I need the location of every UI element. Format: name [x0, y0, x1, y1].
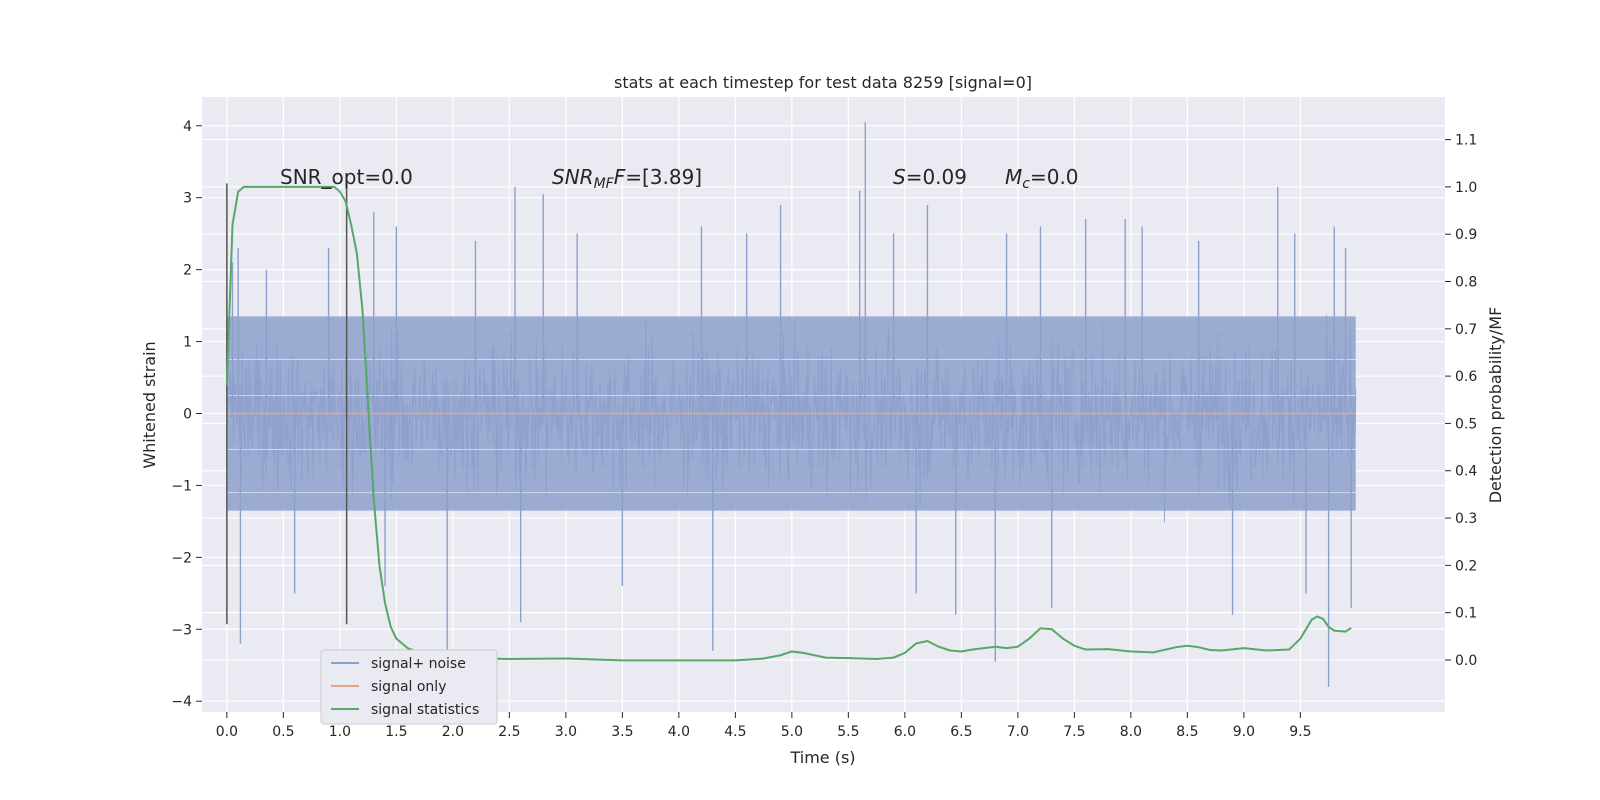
x-tick-label: 6.0	[894, 724, 916, 740]
x-tick-label: 8.5	[1176, 724, 1198, 740]
annotation-snr-mf: SNRMFF=[3.89]	[552, 165, 702, 192]
legend-label-signal-statistics: signal statistics	[371, 702, 479, 718]
x-tick-label: 2.5	[498, 724, 520, 740]
chart-title: stats at each timestep for test data 825…	[614, 73, 1032, 92]
y-tick-label: −4	[171, 694, 192, 710]
y-tick-label: 0	[183, 406, 192, 422]
legend-box	[320, 649, 498, 725]
x-tick-label: 9.5	[1289, 724, 1311, 740]
y-tick-label: −2	[171, 550, 192, 566]
x-tick-label: 7.0	[1007, 724, 1029, 740]
x-tick-label: 3.5	[611, 724, 633, 740]
y2-tick-label: 0.0	[1455, 653, 1477, 669]
y2-tick-label: 0.3	[1455, 511, 1477, 527]
x-tick-label: 4.0	[668, 724, 690, 740]
x-tick-label: 2.0	[442, 724, 464, 740]
y2-tick-label: 0.4	[1455, 464, 1477, 480]
y-tick-label: 1	[183, 335, 192, 351]
y-tick-label: 3	[183, 191, 192, 207]
y2-tick-label: 0.9	[1455, 227, 1477, 243]
y2-tick-label: 1.1	[1455, 133, 1477, 149]
legend-label-signal-noise: signal+ noise	[371, 656, 466, 672]
y-tick-label: −1	[171, 478, 192, 494]
y2-tick-label: 0.1	[1455, 606, 1477, 622]
window-markers	[226, 183, 348, 625]
y-tick-label: −3	[171, 622, 192, 638]
y2-tick-label: 0.8	[1455, 275, 1477, 291]
x-tick-label: 6.5	[950, 724, 972, 740]
x-tick-label: 5.5	[837, 724, 859, 740]
y2-tick-label: 0.5	[1455, 416, 1477, 432]
y2-tick-label: 0.6	[1455, 369, 1477, 385]
y2-tick-label: 1.0	[1455, 180, 1477, 196]
x-tick-label: 3.0	[555, 724, 577, 740]
annotation-snr-opt: SNR_opt=0.0	[280, 165, 413, 189]
x-axis-label: Time (s)	[789, 748, 855, 767]
y-tick-label: 4	[183, 119, 192, 135]
y2-axis-label: Detection probability/MF	[1486, 307, 1505, 504]
x-tick-label: 9.0	[1233, 724, 1255, 740]
x-tick-label: 5.0	[781, 724, 803, 740]
x-tick-label: 8.0	[1120, 724, 1142, 740]
annotation-s: S=0.09	[893, 165, 967, 189]
series-signal-statistics	[225, 185, 1352, 662]
x-tick-label: 1.0	[329, 724, 351, 740]
y-tick-label: 2	[183, 263, 192, 279]
x-tick-label: 0.5	[272, 724, 294, 740]
legend: signal+ noise signal only signal statist…	[320, 649, 498, 725]
x-tick-label: 1.5	[385, 724, 407, 740]
x-tick-label: 4.5	[724, 724, 746, 740]
signal-statistics-line	[225, 185, 1352, 662]
annotation-mc: Mc=0.0	[1005, 165, 1079, 192]
x-tick-label: 7.5	[1063, 724, 1085, 740]
y-axis-label: Whitened strain	[140, 341, 159, 468]
tick-labels: 0.0 0.5 1.0 1.5 2.0 2.5 3.0 3.5 4.0 4.5 5.0 5.5 6.0 6…	[171, 119, 1477, 740]
y2-tick-label: 0.7	[1455, 322, 1477, 338]
legend-label-signal-only: signal only	[371, 679, 446, 695]
x-tick-label: 0.0	[216, 724, 238, 740]
y2-tick-label: 0.2	[1455, 558, 1477, 574]
